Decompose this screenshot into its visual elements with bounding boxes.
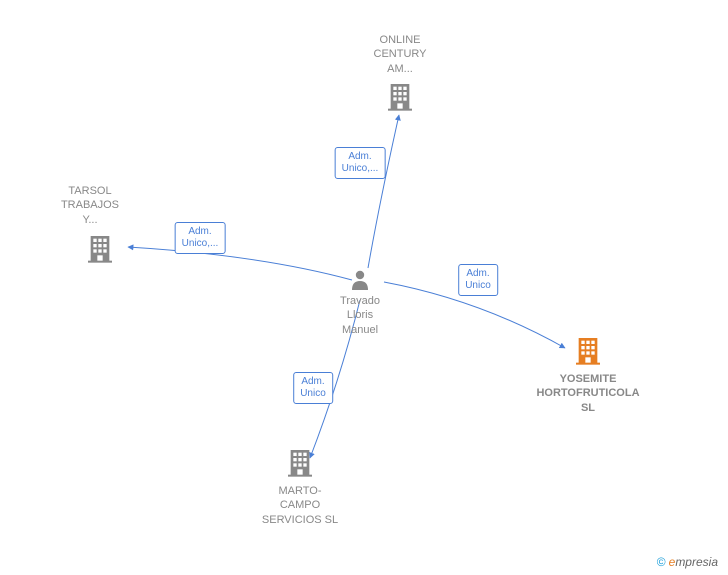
edge-label: Adm. Unico bbox=[293, 372, 333, 404]
edge-path bbox=[368, 115, 399, 268]
edge-label: Adm. Unico,... bbox=[175, 222, 226, 254]
edge-label: Adm. Unico bbox=[458, 264, 498, 296]
edge-label: Adm. Unico,... bbox=[335, 147, 386, 179]
watermark: ©empresia bbox=[657, 555, 718, 569]
building-icon[interactable] bbox=[284, 446, 316, 478]
node-label: TARSOL TRABAJOS Y... bbox=[35, 184, 145, 227]
node-label: ONLINE CENTURY AM... bbox=[345, 33, 455, 76]
copyright-symbol: © bbox=[657, 555, 666, 569]
center-node-label: Travado Lloris Manuel bbox=[330, 294, 390, 337]
building-icon[interactable] bbox=[84, 232, 116, 264]
watermark-rest: mpresia bbox=[675, 555, 718, 569]
edge-path bbox=[128, 247, 352, 280]
node-label: MARTO- CAMPO SERVICIOS SL bbox=[245, 484, 355, 527]
node-label: YOSEMITE HORTOFRUTICOLA SL bbox=[533, 372, 643, 415]
building-icon[interactable] bbox=[572, 334, 604, 366]
building-icon[interactable] bbox=[384, 80, 416, 112]
person-icon[interactable] bbox=[348, 268, 372, 292]
